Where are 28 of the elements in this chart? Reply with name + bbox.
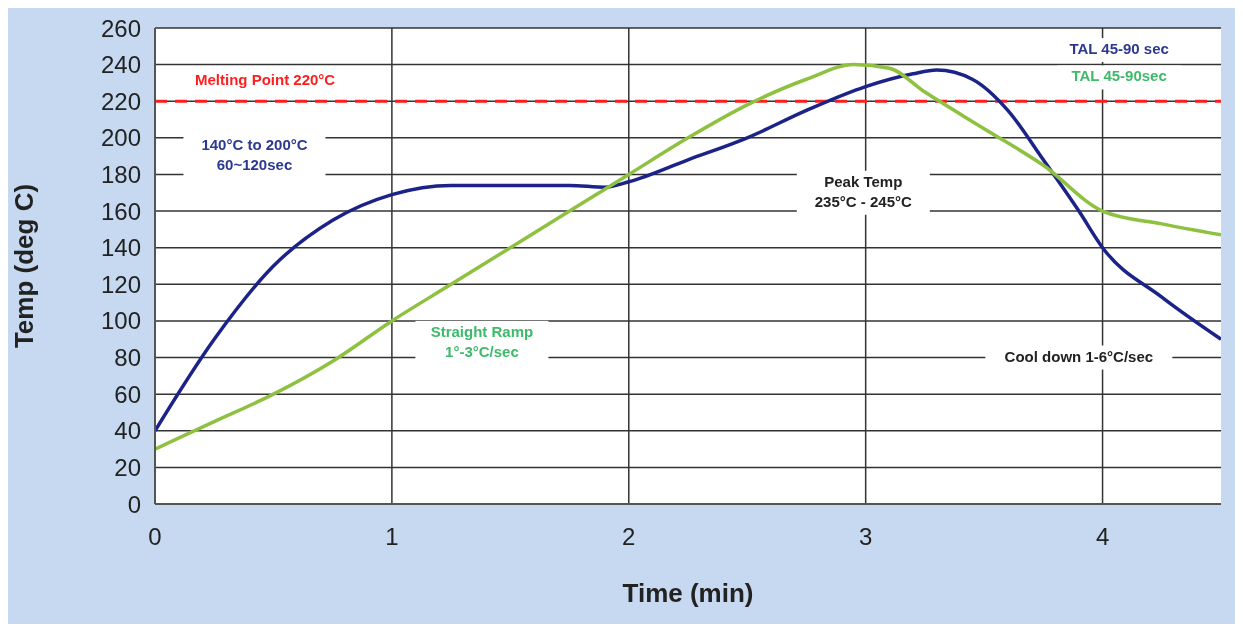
x-axis-title: Time (min) bbox=[622, 578, 754, 608]
y-tick-label: 100 bbox=[100, 307, 141, 335]
y-tick-label: 60 bbox=[114, 380, 141, 408]
x-tick-label: 2 bbox=[622, 523, 636, 551]
x-tick-label: 0 bbox=[148, 523, 162, 551]
annotation: TAL 45-90 sec bbox=[1069, 39, 1169, 57]
annotation: Peak Temp 235°C - 245°C bbox=[814, 172, 912, 210]
y-tick-label: 200 bbox=[100, 124, 141, 152]
y-tick-label: 240 bbox=[100, 51, 141, 79]
x-tick-label: 3 bbox=[858, 523, 873, 551]
y-tick-label: 260 bbox=[100, 14, 141, 42]
y-tick-label: 140 bbox=[100, 234, 141, 262]
y-tick-label: 160 bbox=[100, 197, 141, 225]
annotation: 140°C to 200°C 60~120sec bbox=[201, 136, 308, 174]
y-tick-label: 40 bbox=[114, 417, 141, 445]
y-tick-label: 120 bbox=[100, 270, 141, 298]
y-tick-label: 80 bbox=[114, 344, 141, 372]
y-axis-title: Temp (deg C) bbox=[9, 183, 40, 349]
y-tick-label: 180 bbox=[100, 160, 141, 188]
annotation: Straight Ramp 1°-3°C/sec bbox=[430, 322, 534, 360]
y-tick-label: 20 bbox=[114, 453, 141, 481]
annotation: Cool down 1-6°C/sec bbox=[1004, 347, 1154, 365]
annotation: TAL 45-90sec bbox=[1071, 67, 1167, 85]
x-tick-label: 4 bbox=[1095, 523, 1110, 551]
y-tick-label: 220 bbox=[100, 87, 141, 115]
x-tick-label: 1 bbox=[385, 523, 399, 551]
y-tick-label: 0 bbox=[127, 490, 141, 518]
ref-line-label: Melting Point 220°C bbox=[195, 71, 336, 89]
